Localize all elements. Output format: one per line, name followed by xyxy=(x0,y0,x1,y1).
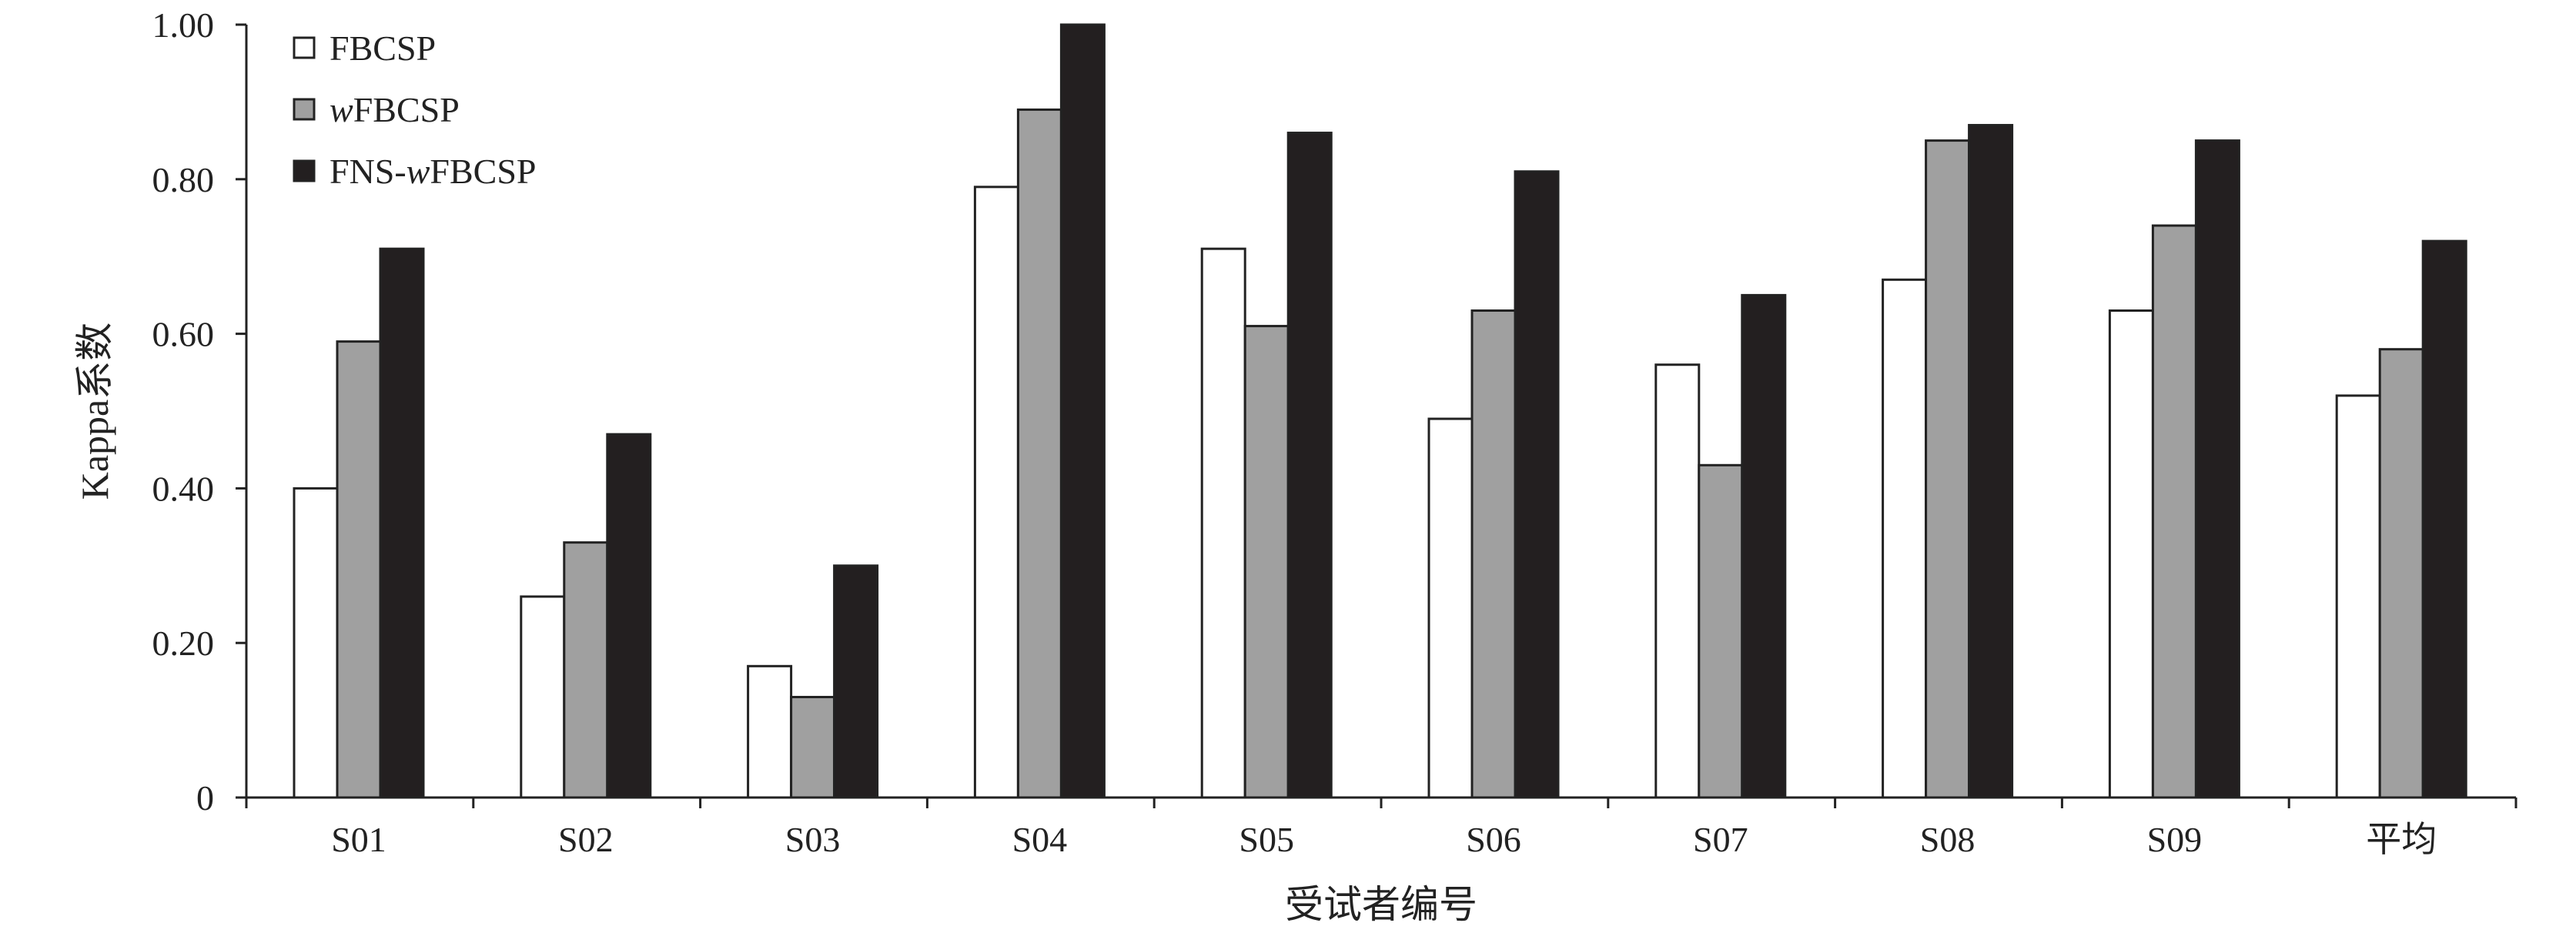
legend-label: FNS-wFBCSP xyxy=(330,152,537,191)
bar-fns-wfbcsp-s02 xyxy=(606,433,652,799)
bar-fns-wfbcsp-平均 xyxy=(2421,239,2467,799)
legend-label: wFBCSP xyxy=(330,90,460,129)
bar-fns-wfbcsp-s05 xyxy=(1286,132,1333,799)
bar-fbcsp-平均 xyxy=(2335,394,2381,799)
x-tick-label: S06 xyxy=(1466,820,1521,859)
bar-fbcsp-s02 xyxy=(520,595,566,799)
bar-fbcsp-s04 xyxy=(973,186,1019,799)
y-tick-label: 0.20 xyxy=(152,624,215,663)
legend-label-rest: FBCSP xyxy=(430,152,536,191)
bar-fns-wfbcsp-s09 xyxy=(2194,139,2240,799)
x-tick-label: S04 xyxy=(1012,820,1068,859)
legend-swatch xyxy=(293,159,316,182)
legend-swatch xyxy=(293,36,316,59)
bar-wfbcsp-s02 xyxy=(563,541,609,799)
bar-fns-wfbcsp-s06 xyxy=(1514,170,1560,799)
bar-wfbcsp-s04 xyxy=(1016,108,1062,799)
legend-label-italic: w xyxy=(330,90,353,129)
x-tick-label: 平均 xyxy=(2366,820,2437,859)
legend-label-rest: FBCSP xyxy=(330,28,436,68)
bar-fns-wfbcsp-s07 xyxy=(1741,293,1787,799)
x-tick-label: S02 xyxy=(558,820,614,859)
bar-fbcsp-s09 xyxy=(2108,309,2154,799)
y-tick-label: 1.00 xyxy=(152,5,215,45)
bar-wfbcsp-s07 xyxy=(1698,463,1744,799)
y-tick-label: 0.40 xyxy=(152,469,215,508)
bar-fbcsp-s05 xyxy=(1200,247,1246,799)
bar-fns-wfbcsp-s08 xyxy=(1968,124,2014,799)
bar-fns-wfbcsp-s01 xyxy=(379,247,425,799)
bar-wfbcsp-平均 xyxy=(2378,348,2424,799)
x-tick-label: S01 xyxy=(331,820,386,859)
bars-layer xyxy=(293,23,2467,799)
y-tick-label: 0.80 xyxy=(152,160,215,199)
legend-label-italic: w xyxy=(406,152,430,191)
legend-label: FBCSP xyxy=(330,28,436,68)
x-tick-label: S08 xyxy=(1920,820,1975,859)
legend-label-prefix: FNS- xyxy=(330,152,406,191)
x-tick-label: S09 xyxy=(2147,820,2203,859)
legend-swatch xyxy=(293,98,316,121)
bar-wfbcsp-s06 xyxy=(1470,309,1517,799)
y-tick-label: 0 xyxy=(196,778,214,818)
bar-fbcsp-s08 xyxy=(1882,278,1928,799)
y-axis-label: Kappa系数 xyxy=(73,323,116,500)
bar-fns-wfbcsp-s04 xyxy=(1059,23,1106,799)
bar-wfbcsp-s09 xyxy=(2151,224,2197,799)
y-tick-label: 0.60 xyxy=(152,315,215,354)
bar-fbcsp-s07 xyxy=(1654,363,1701,799)
bar-fbcsp-s01 xyxy=(293,487,339,799)
bar-fns-wfbcsp-s03 xyxy=(833,564,879,799)
x-tick-label: S07 xyxy=(1693,820,1748,859)
bar-fbcsp-s06 xyxy=(1427,417,1474,799)
x-tick-label: S05 xyxy=(1239,820,1294,859)
bar-wfbcsp-s01 xyxy=(336,340,382,799)
x-axis-label: 受试者编号 xyxy=(1285,883,1477,926)
y-axis-ticks: 0 0.20 0.40 0.60 0.80 1.00 xyxy=(152,5,246,818)
bar-fbcsp-s03 xyxy=(747,664,793,799)
bar-wfbcsp-s03 xyxy=(790,695,836,799)
legend-label-rest: FBCSP xyxy=(353,90,460,129)
x-tick-label: S03 xyxy=(785,820,841,859)
bar-wfbcsp-s08 xyxy=(1925,139,1971,799)
x-axis-ticks: S01 S02 S03 S04 S05 S06 S07 S08 S09 平均 xyxy=(245,798,2517,859)
bar-wfbcsp-s05 xyxy=(1243,325,1290,799)
